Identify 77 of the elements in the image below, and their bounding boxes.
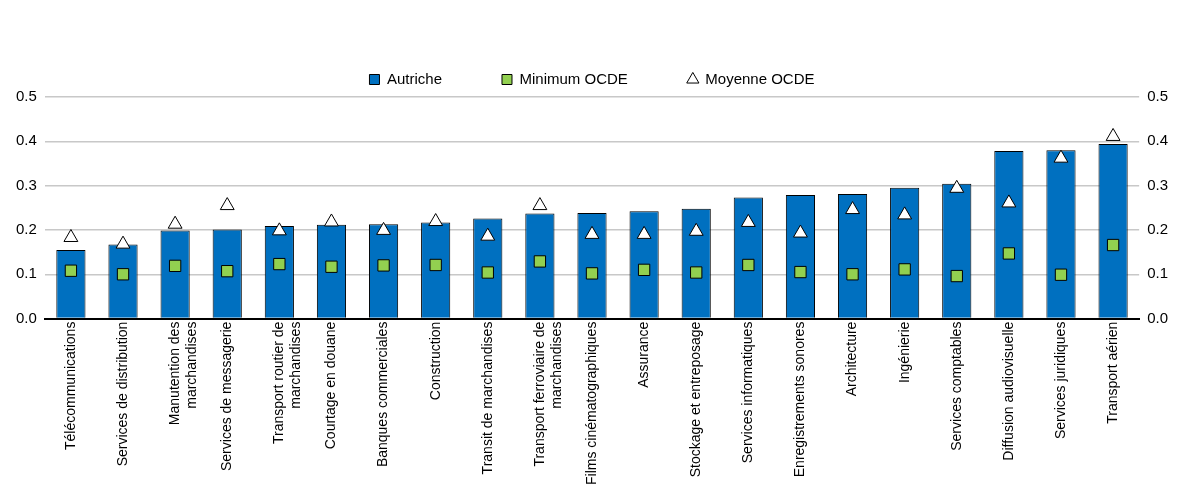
point (533, 255, 547, 268)
point (897, 206, 913, 220)
x-tick-label: Services juridiques (1051, 321, 1068, 440)
x-tick-label: Films cinématographiques (582, 321, 599, 485)
x-tick-label: Services de messagerie (218, 321, 235, 471)
point (845, 201, 860, 215)
x-tick-label: Diffusion audiovisuelle (999, 321, 1016, 461)
point (324, 213, 339, 227)
point (636, 225, 652, 239)
x-tick-label: Services comptables (947, 321, 964, 451)
point (742, 258, 755, 272)
point (219, 197, 235, 211)
point (481, 266, 494, 279)
point (115, 235, 131, 249)
y-tick-label: 0.2 (15, 220, 37, 238)
y-tick-label: 0.1 (15, 264, 37, 282)
x-tick-label: Courtage en douane (322, 321, 339, 450)
x-tick-label: Architecture (843, 321, 860, 397)
x-tick-label: Banques commerciales (374, 321, 391, 468)
y-tick-label: 0.3 (15, 175, 37, 193)
point (794, 265, 807, 279)
point (532, 197, 548, 211)
point (168, 259, 182, 273)
x-tick-label: Ingénierie (895, 321, 912, 384)
point (428, 213, 444, 227)
point (690, 266, 703, 279)
x-tick-label: Transport ferroviaire de marchandises (530, 321, 564, 467)
x-tick-label: Services de distribution (113, 321, 130, 467)
point (846, 268, 859, 281)
x-tick-label: Transport aérien (1103, 321, 1120, 424)
point (585, 267, 599, 280)
point (116, 268, 130, 281)
point (325, 260, 338, 273)
point (950, 269, 963, 283)
point (1054, 268, 1068, 281)
point (1001, 194, 1017, 208)
point (376, 221, 391, 235)
x-tick-label: Manutention des marchandises (165, 321, 199, 426)
point (1053, 149, 1069, 163)
point (793, 224, 808, 238)
y-tick-label: 0.5 (15, 87, 37, 105)
x-tick-label: Transit de marchandises (478, 321, 495, 475)
point (688, 222, 704, 236)
x-tick-label: Stockage et entreposage (687, 321, 704, 478)
x-tick-label: Construction (426, 321, 443, 401)
y-tick-label: 0.0 (15, 308, 37, 326)
point (221, 265, 234, 278)
point (1106, 238, 1120, 252)
legend-label: Moyenne OCDE (705, 69, 815, 87)
x-tick-label: Enregistrements sonores (791, 321, 808, 478)
y2-tick-label: 0.1 (1147, 264, 1169, 282)
point (273, 257, 286, 271)
point (480, 227, 496, 241)
point (949, 179, 965, 193)
x-tick-label: Télécommunications (61, 321, 78, 450)
point (429, 258, 442, 272)
legend-label: Autriche (386, 69, 442, 87)
point (637, 263, 651, 276)
y2-tick-label: 0.5 (1147, 87, 1169, 105)
point (740, 213, 756, 227)
y-tick-label: 0.4 (15, 131, 37, 149)
y2-tick-label: 0.4 (1147, 131, 1169, 149)
point (167, 215, 183, 229)
x-tick-label: Services informatiques (739, 321, 756, 464)
y2-tick-label: 0.2 (1147, 220, 1169, 238)
point (898, 263, 911, 276)
legend-label: Minimum OCDE (519, 69, 628, 87)
point (271, 222, 287, 236)
x-tick-label: Transport routier de marchandises (270, 321, 303, 445)
point (1105, 127, 1121, 141)
point (1002, 247, 1016, 260)
y2-tick-label: 0.0 (1147, 308, 1169, 326)
point (584, 225, 600, 239)
point (64, 264, 78, 277)
x-tick-label: Assurance (634, 321, 651, 388)
y2-tick-label: 0.3 (1147, 175, 1169, 193)
point (377, 259, 390, 272)
